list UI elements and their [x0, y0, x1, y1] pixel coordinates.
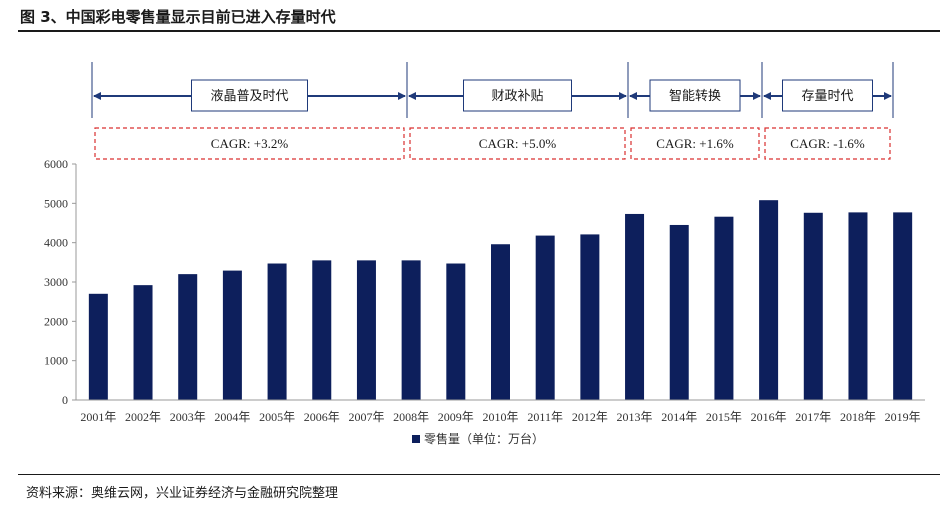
- phase-arrowhead-right: [753, 92, 761, 100]
- x-tick-label: 2017年: [795, 410, 831, 424]
- bar: [893, 212, 913, 400]
- bar: [88, 293, 108, 400]
- bar: [669, 224, 689, 400]
- phase-arrowhead-right: [884, 92, 892, 100]
- bar: [267, 263, 287, 400]
- cagr-label: CAGR: +1.6%: [656, 136, 734, 151]
- phase-label-box: [782, 79, 873, 112]
- y-tick-label: 4000: [44, 236, 68, 250]
- phase-arrowhead-left: [629, 92, 637, 100]
- bar: [625, 213, 645, 400]
- x-tick-label: 2019年: [885, 410, 921, 424]
- phase-label: 液晶普及时代: [210, 89, 288, 104]
- y-axis: 0 1000 2000 3000 4000 5000 6000: [44, 157, 77, 407]
- x-tick-label: 2010年: [482, 410, 518, 424]
- bar: [133, 285, 153, 400]
- bar: [312, 260, 332, 400]
- bar: [401, 260, 421, 400]
- cagr-box: [94, 127, 405, 160]
- x-tick-label: 2005年: [259, 410, 295, 424]
- legend-swatch: [412, 435, 420, 443]
- source-note: 资料来源：奥维云网，兴业证券经济与金融研究院整理: [26, 486, 339, 501]
- y-tick-label: 1000: [44, 354, 68, 368]
- bar: [580, 234, 600, 400]
- x-axis: 2001年 2002年 2003年 2004年 2005年 2006年 2007年 2008年…: [76, 399, 925, 424]
- cagr-box: [764, 127, 891, 160]
- page-title: 图 3、中国彩电零售量显示目前已进入存量时代: [20, 8, 336, 26]
- bars: [88, 200, 913, 400]
- phase-arrowhead-right: [398, 92, 406, 100]
- x-tick-label: 2016年: [751, 410, 787, 424]
- phase-label-box: [649, 79, 741, 112]
- phase-label: 存量时代: [801, 89, 853, 104]
- phase-label-box: [463, 79, 572, 112]
- phase-label: 智能转换: [669, 89, 721, 104]
- bar: [803, 212, 823, 400]
- x-tick-label: 2018年: [840, 410, 876, 424]
- y-tick-label: 0: [62, 393, 68, 407]
- title-divider: [18, 30, 940, 32]
- bar: [714, 216, 734, 400]
- phase-annotations: 液晶普及时代 CAGR: +3.2% 财政补贴 CAGR: +5.0% 智能转换 CAGR…: [91, 62, 894, 160]
- legend-label: 零售量（单位：万台）: [424, 431, 544, 446]
- x-tick-label: 2008年: [393, 410, 429, 424]
- bar: [446, 263, 466, 400]
- bar: [848, 212, 868, 400]
- phase-arrowhead-left: [408, 92, 416, 100]
- cagr-label: CAGR: -1.6%: [790, 136, 865, 151]
- bar: [535, 235, 555, 400]
- phase-arrowhead-left: [93, 92, 101, 100]
- cagr-label: CAGR: +3.2%: [211, 136, 289, 151]
- y-tick-label: 2000: [44, 314, 68, 328]
- x-tick-label: 2014年: [661, 410, 697, 424]
- bar: [491, 244, 510, 400]
- legend: 零售量（单位：万台）: [412, 431, 544, 446]
- phase-arrowhead-right: [619, 92, 627, 100]
- y-tick-label: 3000: [44, 275, 68, 289]
- x-tick-label: 2006年: [304, 410, 340, 424]
- cagr-label: CAGR: +5.0%: [479, 136, 557, 151]
- x-tick-label: 2013年: [617, 410, 653, 424]
- bar: [759, 200, 779, 400]
- x-tick-label: 2015年: [706, 410, 742, 424]
- y-tick-label: 6000: [44, 157, 68, 171]
- source-divider: [18, 474, 940, 475]
- x-tick-label: 2004年: [214, 410, 250, 424]
- phase-arrowhead-left: [763, 92, 771, 100]
- phase-label: 财政补贴: [491, 89, 543, 104]
- x-tick-label: 2003年: [170, 410, 206, 424]
- x-tick-label: 2009年: [438, 410, 474, 424]
- x-tick-label: 2007年: [348, 410, 384, 424]
- bar: [356, 260, 376, 400]
- x-tick-label: 2002年: [125, 410, 161, 424]
- bar: [222, 270, 242, 400]
- x-tick-label: 2011年: [527, 410, 563, 424]
- x-tick-label: 2001年: [80, 410, 116, 424]
- bar: [178, 274, 198, 400]
- x-tick-label: 2012年: [572, 410, 608, 424]
- cagr-box: [630, 127, 760, 160]
- y-tick-label: 5000: [44, 196, 68, 210]
- cagr-box: [409, 127, 626, 160]
- phase-label-box: [191, 79, 308, 112]
